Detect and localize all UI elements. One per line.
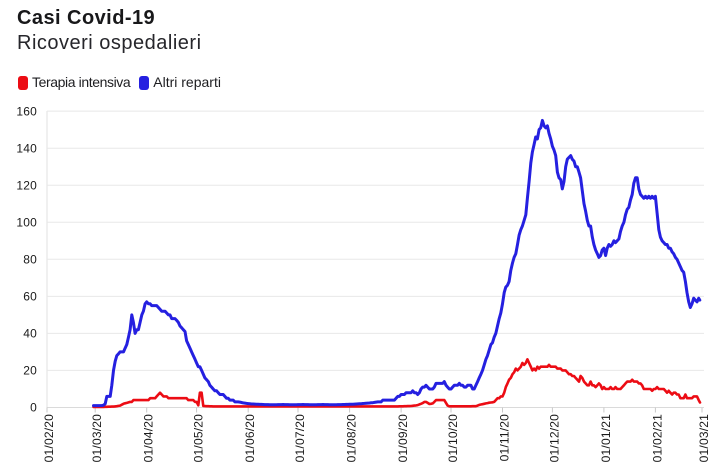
svg-text:01/03/20: 01/03/20 [90, 414, 104, 462]
svg-text:160: 160 [16, 104, 37, 118]
svg-text:01/06/20: 01/06/20 [243, 414, 257, 462]
svg-text:01/09/20: 01/09/20 [396, 414, 410, 462]
svg-text:100: 100 [16, 216, 37, 230]
svg-text:01/02/21: 01/02/21 [650, 414, 664, 462]
svg-text:01/05/20: 01/05/20 [192, 414, 206, 462]
svg-text:01/01/21: 01/01/21 [599, 414, 613, 462]
svg-text:0: 0 [30, 401, 37, 415]
svg-text:80: 80 [23, 253, 37, 267]
svg-text:60: 60 [23, 290, 37, 304]
svg-text:01/08/20: 01/08/20 [345, 414, 359, 462]
svg-text:01/07/20: 01/07/20 [293, 414, 307, 462]
svg-text:140: 140 [16, 141, 37, 155]
svg-text:01/02/20: 01/02/20 [42, 414, 56, 462]
svg-text:01/04/20: 01/04/20 [142, 414, 156, 462]
svg-text:20: 20 [23, 364, 37, 378]
svg-text:01/12/20: 01/12/20 [547, 414, 561, 462]
svg-text:01/10/20: 01/10/20 [446, 414, 460, 462]
svg-text:01/11/20: 01/11/20 [498, 414, 512, 462]
svg-text:01/03/21: 01/03/21 [697, 414, 711, 462]
svg-text:40: 40 [23, 327, 37, 341]
svg-text:120: 120 [16, 178, 37, 192]
